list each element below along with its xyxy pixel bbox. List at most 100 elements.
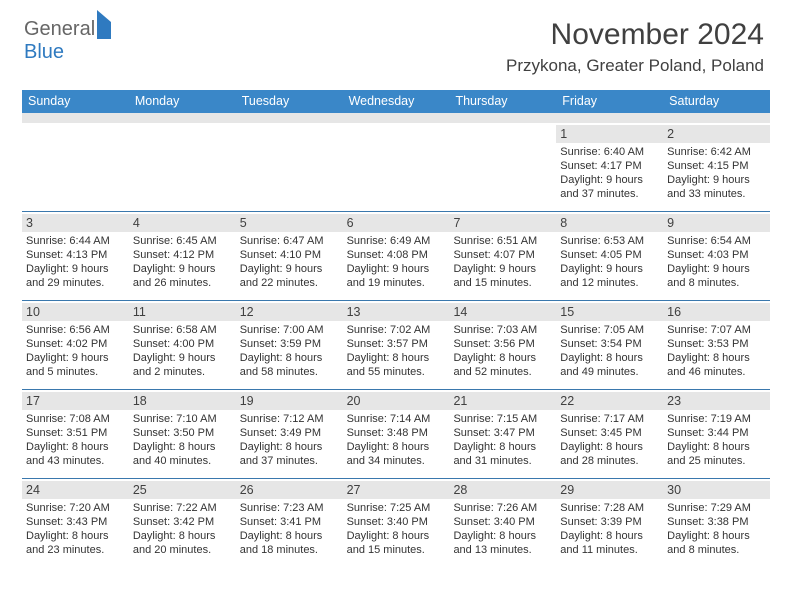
daylight-line-1: Daylight: 8 hours <box>240 529 339 543</box>
sunrise-line: Sunrise: 6:42 AM <box>667 145 766 159</box>
daylight-line-2: and 13 minutes. <box>453 543 552 557</box>
day-details: Sunrise: 6:45 AMSunset: 4:12 PMDaylight:… <box>133 234 232 290</box>
daylight-line-1: Daylight: 9 hours <box>667 173 766 187</box>
dow-cell: Thursday <box>449 90 556 113</box>
sunrise-line: Sunrise: 7:17 AM <box>560 412 659 426</box>
daylight-line-1: Daylight: 8 hours <box>453 440 552 454</box>
sunset-line: Sunset: 4:15 PM <box>667 159 766 173</box>
daylight-line-2: and 8 minutes. <box>667 276 766 290</box>
day-cell: 27Sunrise: 7:25 AMSunset: 3:40 PMDayligh… <box>343 479 450 567</box>
daylight-line-2: and 23 minutes. <box>26 543 125 557</box>
daylight-line-1: Daylight: 9 hours <box>347 262 446 276</box>
day-cell: 12 Sunrise: 7:00 AMSunset: 3:59 PMDayligh… <box>236 301 343 389</box>
week-row: 1 Sunrise: 6:40 AMSunset: 4:17 PMDaylight… <box>22 123 770 212</box>
day-cell: 20Sunrise: 7:14 AMSunset: 3:48 PMDayligh… <box>343 390 450 478</box>
day-cell: 10 Sunrise: 6:56 AMSunset: 4:02 PMDayligh… <box>22 301 129 389</box>
logo-text: General Blue <box>24 18 111 64</box>
sunset-line: Sunset: 3:59 PM <box>240 337 339 351</box>
sunset-line: Sunset: 4:10 PM <box>240 248 339 262</box>
daylight-line-2: and 49 minutes. <box>560 365 659 379</box>
sunset-line: Sunset: 3:45 PM <box>560 426 659 440</box>
day-cell: 21Sunrise: 7:15 AMSunset: 3:47 PMDayligh… <box>449 390 556 478</box>
day-details: Sunrise: 7:12 AMSunset: 3:49 PMDaylight:… <box>240 412 339 468</box>
sunrise-line: Sunrise: 7:28 AM <box>560 501 659 515</box>
day-details: Sunrise: 7:25 AMSunset: 3:40 PMDaylight:… <box>347 501 446 557</box>
day-cell: 29Sunrise: 7:28 AMSunset: 3:39 PMDayligh… <box>556 479 663 567</box>
daylight-line-2: and 15 minutes. <box>453 276 552 290</box>
sunset-line: Sunset: 4:02 PM <box>26 337 125 351</box>
sunrise-line: Sunrise: 6:54 AM <box>667 234 766 248</box>
day-details: Sunrise: 7:20 AMSunset: 3:43 PMDaylight:… <box>26 501 125 557</box>
daylight-line-1: Daylight: 8 hours <box>347 351 446 365</box>
daylight-line-1: Daylight: 8 hours <box>133 529 232 543</box>
daylight-line-2: and 58 minutes. <box>240 365 339 379</box>
day-number: 9 <box>663 214 770 232</box>
sunrise-line: Sunrise: 7:15 AM <box>453 412 552 426</box>
daylight-line-2: and 15 minutes. <box>347 543 446 557</box>
sunrise-line: Sunrise: 6:44 AM <box>26 234 125 248</box>
daylight-line-2: and 20 minutes. <box>133 543 232 557</box>
daylight-line-2: and 43 minutes. <box>26 454 125 468</box>
sunset-line: Sunset: 4:07 PM <box>453 248 552 262</box>
sunrise-line: Sunrise: 7:00 AM <box>240 323 339 337</box>
day-number: 18 <box>129 392 236 410</box>
sunrise-line: Sunrise: 7:22 AM <box>133 501 232 515</box>
day-details: Sunrise: 6:40 AMSunset: 4:17 PMDaylight:… <box>560 145 659 201</box>
daylight-line-2: and 19 minutes. <box>347 276 446 290</box>
dow-cell: Sunday <box>22 90 129 113</box>
day-details: Sunrise: 7:15 AMSunset: 3:47 PMDaylight:… <box>453 412 552 468</box>
daylight-line-2: and 11 minutes. <box>560 543 659 557</box>
daylight-line-1: Daylight: 9 hours <box>133 262 232 276</box>
day-number: 12 <box>236 303 343 321</box>
dow-cell: Tuesday <box>236 90 343 113</box>
day-details: Sunrise: 6:56 AMSunset: 4:02 PMDaylight:… <box>26 323 125 379</box>
sunrise-line: Sunrise: 7:20 AM <box>26 501 125 515</box>
daylight-line-1: Daylight: 8 hours <box>667 529 766 543</box>
day-number: 22 <box>556 392 663 410</box>
day-details: Sunrise: 7:28 AMSunset: 3:39 PMDaylight:… <box>560 501 659 557</box>
day-details: Sunrise: 7:05 AMSunset: 3:54 PMDaylight:… <box>560 323 659 379</box>
sunrise-line: Sunrise: 7:08 AM <box>26 412 125 426</box>
sunrise-line: Sunrise: 7:23 AM <box>240 501 339 515</box>
sunset-line: Sunset: 3:54 PM <box>560 337 659 351</box>
sunset-line: Sunset: 3:42 PM <box>133 515 232 529</box>
sunrise-line: Sunrise: 7:26 AM <box>453 501 552 515</box>
sunset-line: Sunset: 3:51 PM <box>26 426 125 440</box>
daylight-line-1: Daylight: 8 hours <box>240 351 339 365</box>
logo-part2: Blue <box>24 41 64 63</box>
day-cell: 4Sunrise: 6:45 AMSunset: 4:12 PMDaylight… <box>129 212 236 300</box>
daylight-line-2: and 8 minutes. <box>667 543 766 557</box>
daylight-line-1: Daylight: 8 hours <box>667 440 766 454</box>
day-cell: 28Sunrise: 7:26 AMSunset: 3:40 PMDayligh… <box>449 479 556 567</box>
daylight-line-1: Daylight: 8 hours <box>240 440 339 454</box>
day-number: 10 <box>22 303 129 321</box>
day-cell: 6Sunrise: 6:49 AMSunset: 4:08 PMDaylight… <box>343 212 450 300</box>
day-details: Sunrise: 7:22 AMSunset: 3:42 PMDaylight:… <box>133 501 232 557</box>
daylight-line-1: Daylight: 9 hours <box>240 262 339 276</box>
day-details: Sunrise: 6:49 AMSunset: 4:08 PMDaylight:… <box>347 234 446 290</box>
daylight-line-1: Daylight: 8 hours <box>667 351 766 365</box>
daylight-line-2: and 37 minutes. <box>560 187 659 201</box>
day-cell: 9Sunrise: 6:54 AMSunset: 4:03 PMDaylight… <box>663 212 770 300</box>
day-cell: 1 Sunrise: 6:40 AMSunset: 4:17 PMDaylight… <box>556 123 663 211</box>
day-details: Sunrise: 7:07 AMSunset: 3:53 PMDaylight:… <box>667 323 766 379</box>
day-details: Sunrise: 7:03 AMSunset: 3:56 PMDaylight:… <box>453 323 552 379</box>
sunrise-line: Sunrise: 6:51 AM <box>453 234 552 248</box>
week-row: 17Sunrise: 7:08 AMSunset: 3:51 PMDayligh… <box>22 390 770 479</box>
day-cell: 25Sunrise: 7:22 AMSunset: 3:42 PMDayligh… <box>129 479 236 567</box>
sunrise-line: Sunrise: 7:05 AM <box>560 323 659 337</box>
sunrise-line: Sunrise: 6:53 AM <box>560 234 659 248</box>
day-details: Sunrise: 6:44 AMSunset: 4:13 PMDaylight:… <box>26 234 125 290</box>
dow-cell: Saturday <box>663 90 770 113</box>
location-subtitle: Przykona, Greater Poland, Poland <box>506 56 764 76</box>
daylight-line-1: Daylight: 9 hours <box>560 262 659 276</box>
sunrise-line: Sunrise: 7:02 AM <box>347 323 446 337</box>
day-number: 1 <box>556 125 663 143</box>
sunset-line: Sunset: 3:44 PM <box>667 426 766 440</box>
day-number: 20 <box>343 392 450 410</box>
day-cell <box>129 123 236 211</box>
logo-triangle-icon <box>97 10 111 39</box>
daylight-line-1: Daylight: 8 hours <box>560 351 659 365</box>
sunset-line: Sunset: 4:05 PM <box>560 248 659 262</box>
day-number: 23 <box>663 392 770 410</box>
